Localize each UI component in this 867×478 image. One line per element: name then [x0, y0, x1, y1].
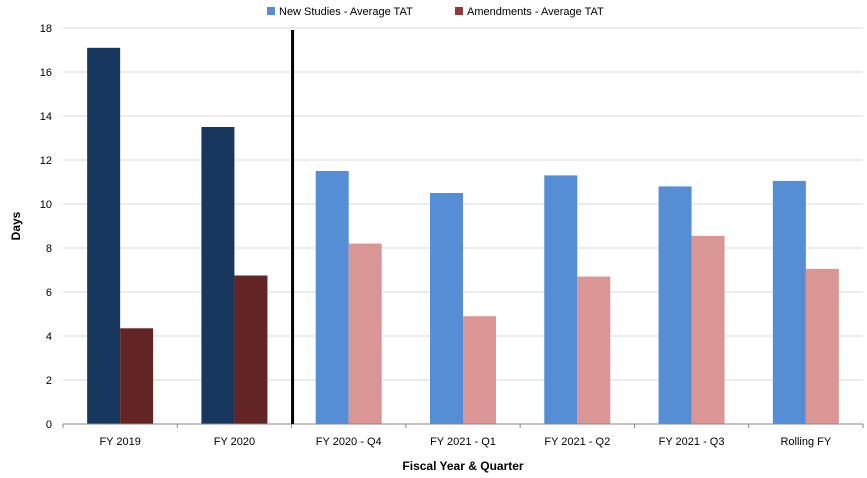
legend-label: Amendments - Average TAT: [467, 6, 604, 18]
x-axis-ticks: FY 2019 FY 2020 FY 2020 - Q4 FY 2021 - Q1 FY…: [62, 424, 864, 448]
y-axis-title: Days: [9, 211, 23, 240]
x-axis-title: Fiscal Year & Quarter: [402, 459, 524, 473]
y-tick-label: 12: [40, 155, 52, 167]
bar-new-studies: [315, 171, 349, 424]
bar-new-studies: [658, 186, 692, 424]
bar-amendments: [348, 243, 382, 424]
x-tick-label: FY 2021 - Q2: [544, 436, 610, 448]
bar-amendments: [691, 235, 725, 424]
x-tick-label: Rolling FY: [780, 436, 831, 448]
bar-new-studies: [201, 127, 235, 424]
bar-amendments: [120, 328, 154, 424]
bars: [87, 47, 839, 425]
y-tick-label: 8: [46, 243, 52, 255]
x-tick-label: FY 2021 - Q3: [659, 436, 725, 448]
bar-new-studies: [772, 180, 806, 424]
y-tick-label: 14: [40, 111, 52, 123]
y-tick-label: 2: [46, 375, 52, 387]
y-tick-label: 0: [46, 419, 52, 431]
y-tick-label: 4: [46, 331, 52, 343]
bar-amendments: [463, 316, 496, 424]
x-tick-label: FY 2020: [214, 436, 255, 448]
y-tick-label: 16: [40, 67, 52, 79]
y-tick-label: 6: [46, 287, 52, 299]
bar-amendments: [234, 275, 268, 424]
legend-swatch: [455, 7, 463, 15]
x-tick-label: FY 2019: [99, 436, 140, 448]
legend-label: New Studies - Average TAT: [279, 6, 413, 18]
x-tick-label: FY 2021 - Q1: [430, 436, 496, 448]
y-axis-ticks: 0 2 4 6 8 10 12 14 16 18: [40, 23, 52, 431]
bar-amendments: [577, 276, 611, 424]
bar-new-studies: [430, 193, 463, 424]
bar-new-studies: [87, 47, 121, 425]
legend: New Studies - Average TAT Amendments - Av…: [267, 6, 604, 18]
legend-swatch: [267, 7, 275, 15]
y-tick-label: 18: [40, 23, 52, 35]
y-tick-label: 10: [40, 199, 52, 211]
bar-amendments: [805, 268, 839, 424]
bar-new-studies: [544, 175, 578, 424]
x-tick-label: FY 2020 - Q4: [316, 436, 382, 448]
